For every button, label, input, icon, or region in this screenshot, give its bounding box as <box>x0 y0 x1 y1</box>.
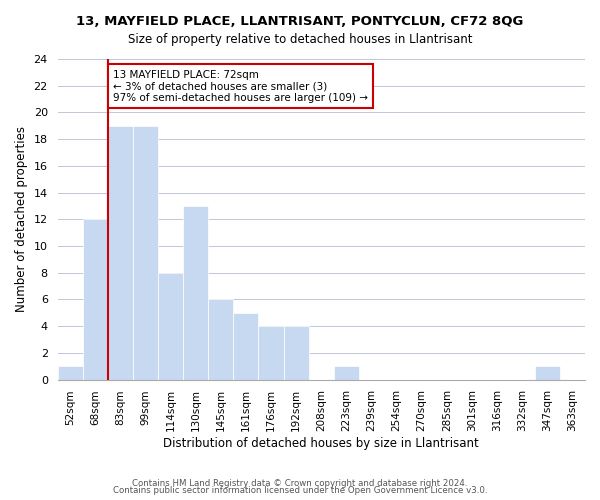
Text: Contains HM Land Registry data © Crown copyright and database right 2024.: Contains HM Land Registry data © Crown c… <box>132 478 468 488</box>
Text: Size of property relative to detached houses in Llantrisant: Size of property relative to detached ho… <box>128 32 472 46</box>
Text: 13, MAYFIELD PLACE, LLANTRISANT, PONTYCLUN, CF72 8QG: 13, MAYFIELD PLACE, LLANTRISANT, PONTYCL… <box>76 15 524 28</box>
Bar <box>108 126 133 380</box>
Bar <box>183 206 208 380</box>
Bar <box>158 272 183 380</box>
Bar <box>58 366 83 380</box>
Text: Contains public sector information licensed under the Open Government Licence v3: Contains public sector information licen… <box>113 486 487 495</box>
Bar <box>334 366 359 380</box>
Y-axis label: Number of detached properties: Number of detached properties <box>15 126 28 312</box>
Bar <box>133 126 158 380</box>
Bar <box>233 313 259 380</box>
Text: 13 MAYFIELD PLACE: 72sqm
← 3% of detached houses are smaller (3)
97% of semi-det: 13 MAYFIELD PLACE: 72sqm ← 3% of detache… <box>113 70 368 103</box>
Bar <box>535 366 560 380</box>
X-axis label: Distribution of detached houses by size in Llantrisant: Distribution of detached houses by size … <box>163 437 479 450</box>
Bar <box>284 326 309 380</box>
Bar <box>83 220 108 380</box>
Bar <box>259 326 284 380</box>
Bar <box>208 300 233 380</box>
